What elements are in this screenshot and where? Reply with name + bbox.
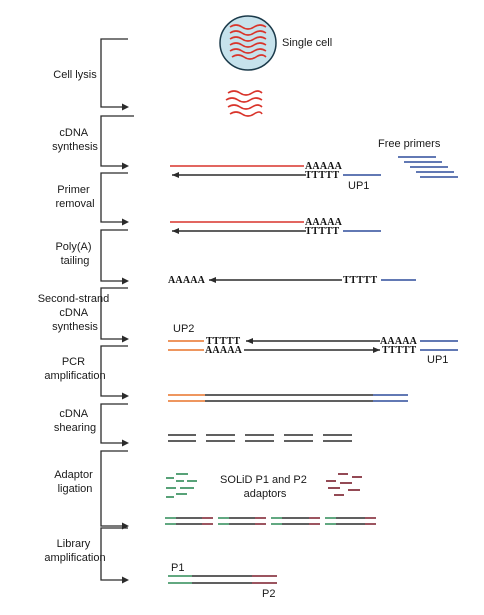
step-cell-lysis: Cell lysis <box>53 38 129 111</box>
p1-adaptors <box>166 473 197 498</box>
step-cdna-synthesis: cDNA synthesis <box>52 115 134 170</box>
step-library-amplification: Library amplification <box>44 527 129 584</box>
fragment <box>245 434 274 442</box>
poly-t-sequence: TTTTT <box>305 226 339 237</box>
step-bracket <box>100 115 134 167</box>
ligated-fragment <box>271 517 320 525</box>
fragment <box>284 434 313 442</box>
step-bracket <box>100 38 128 108</box>
step-bracket <box>100 172 128 223</box>
second-strand-molecule: UP2 TTTTT AAAAA AAAAA TTTTT UP1 <box>168 323 458 366</box>
released-mrna-icon <box>225 90 263 117</box>
poly-a-sequence: AAAAA <box>168 275 206 286</box>
free-primers-label: Free primers <box>378 138 441 150</box>
poly-a-tailing-molecule: AAAAA TTTTT <box>168 275 416 286</box>
mrna-in-cell-icon <box>229 24 267 60</box>
step-arrowhead <box>122 103 129 111</box>
cdna-synthesis-molecule: AAAAA TTTTT UP1 <box>170 161 381 192</box>
poly-t-sequence: TTTTT <box>382 345 416 356</box>
step-arrowhead <box>122 335 129 343</box>
step-adaptor-ligation: Adaptor ligation <box>54 450 129 530</box>
step-label: Poly(A) tailing <box>55 241 94 267</box>
step-poly-a-tailing: Poly(A) tailing <box>55 229 129 285</box>
step-label: PCR amplification <box>44 356 105 382</box>
up1-label: UP1 <box>427 354 448 366</box>
ligated-fragment <box>218 517 266 525</box>
step-label: cDNA synthesis <box>52 127 98 153</box>
poly-a-sequence: AAAAA <box>205 345 243 356</box>
step-arrowhead <box>122 439 129 447</box>
step-second-strand-synthesis: Second-strand cDNA synthesis <box>38 287 129 343</box>
step-arrowhead <box>122 218 129 226</box>
p2-label: P2 <box>262 588 275 600</box>
poly-a-sequence: AAAAA <box>380 336 418 347</box>
step-bracket <box>100 527 128 581</box>
poly-t-sequence: TTTTT <box>305 170 339 181</box>
step-pcr-amplification: PCR amplification <box>44 345 129 400</box>
step-label: cDNA shearing <box>54 408 96 434</box>
up2-label: UP2 <box>173 323 194 335</box>
fragment <box>206 434 235 442</box>
step-label: Primer removal <box>55 184 94 210</box>
solid-adaptors-label: SOLiD P1 and P2 adaptors <box>220 474 310 500</box>
step-label: Second-strand cDNA synthesis <box>38 293 113 333</box>
fragment <box>168 434 196 442</box>
step-bracket <box>100 450 128 527</box>
step-cdna-shearing: cDNA shearing <box>54 403 129 447</box>
ligated-fragment <box>165 517 213 525</box>
step-arrowhead <box>122 576 129 584</box>
step-bracket <box>100 403 128 444</box>
sheared-fragments <box>168 434 352 442</box>
poly-t-sequence: TTTTT <box>206 336 240 347</box>
step-label: Cell lysis <box>53 69 97 81</box>
step-bracket <box>100 287 128 340</box>
single-cell: Single cell <box>219 15 332 71</box>
free-primers: Free primers <box>378 138 458 178</box>
p2-adaptors <box>326 473 362 496</box>
step-arrowhead <box>122 162 129 170</box>
step-label: Library amplification <box>44 538 105 564</box>
p1-label: P1 <box>171 562 184 574</box>
step-bracket <box>100 345 128 397</box>
cell-membrane <box>219 15 277 71</box>
step-label: Adaptor ligation <box>54 469 96 495</box>
primer-removal-molecule: AAAAA TTTTT <box>170 217 381 237</box>
up1-label: UP1 <box>348 180 369 192</box>
step-bracket <box>100 229 128 282</box>
poly-t-sequence: TTTTT <box>343 275 377 286</box>
step-primer-removal: Primer removal <box>55 172 129 226</box>
ligated-fragments <box>165 517 376 525</box>
workflow-steps: Cell lysis cDNA synthesis Primer removal <box>38 38 134 584</box>
pcr-amplicon <box>168 394 408 402</box>
poly-a-sequence: AAAAA <box>305 217 343 228</box>
ligated-fragment <box>325 517 376 525</box>
poly-a-sequence: AAAAA <box>305 161 343 172</box>
single-cell-label: Single cell <box>282 37 332 49</box>
fragment <box>323 434 352 442</box>
step-arrowhead <box>122 277 129 285</box>
free-primer-lines <box>398 156 458 178</box>
step-arrowhead <box>122 392 129 400</box>
library-molecule: P1 P2 <box>168 562 277 600</box>
